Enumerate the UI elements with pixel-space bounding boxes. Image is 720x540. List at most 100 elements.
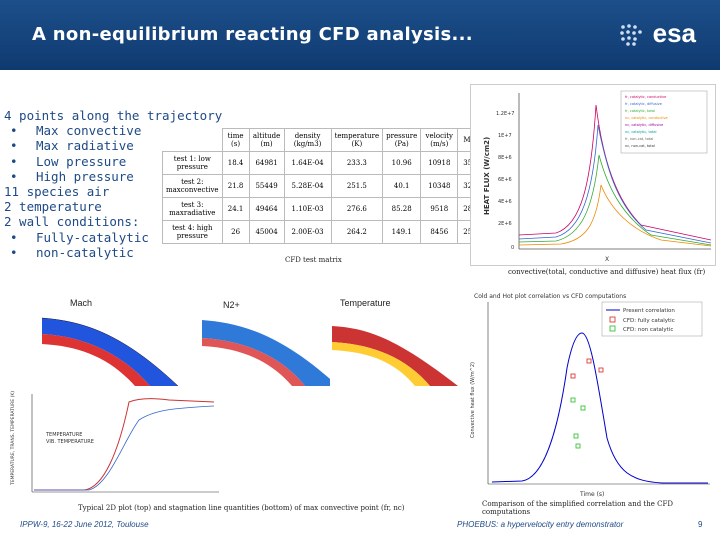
cfd-point-noncatalytic: [570, 397, 576, 403]
mach-contour-chart: [41, 317, 179, 387]
table-cell: 40.1: [382, 174, 422, 198]
comp-x-label: Time (s): [579, 491, 604, 498]
table-cell: 276.6: [330, 197, 384, 221]
esa-logo-text: esa: [652, 18, 696, 48]
temp-band: [332, 326, 458, 386]
comp-y-label: Convective heat flux (W/m^2): [470, 362, 476, 438]
table-cell: 10918: [420, 151, 459, 175]
footer-center: PHOEBUS: a hypervelocity entry demonstra…: [457, 520, 624, 529]
footer-left: IPPW-9, 16-22 June 2012, Toulouse: [20, 520, 149, 529]
bottom-right-caption: Comparison of the simplified correlation…: [482, 500, 673, 516]
y-tick-label: 6E+6: [498, 177, 512, 183]
stag-y-label: TEMPERATURE, TRANS. TEMPERATURE (K): [10, 391, 16, 486]
row-label: test 4: high pressure: [162, 220, 223, 244]
y-tick-label: 4E+6: [498, 199, 512, 205]
table-cell: 49464: [248, 197, 285, 221]
cfd-point-noncatalytic: [580, 405, 586, 411]
bullet-item: Max radiative: [4, 138, 222, 153]
legend-entry: fr, catalytic, conductive: [625, 95, 666, 99]
comparison-title: Cold and Hot plot correlation vs CFD com…: [474, 293, 626, 300]
table-cell: 251.5: [330, 174, 384, 198]
y-tick-label: 2E+6: [498, 221, 512, 227]
table-row: test 3: maxradiative 24.1 49464 1.10E-03…: [162, 197, 490, 221]
n2-contour-plot: [200, 296, 340, 386]
table-cell: 8456: [420, 220, 459, 244]
heat-flux-chart: fr, catalytic, conductive fr, catalytic,…: [483, 90, 712, 263]
comp-legend-square-icon: [609, 325, 616, 332]
table-cell: 18.4: [221, 151, 250, 175]
esa-logo-icon: [619, 24, 642, 46]
n2-band: [202, 320, 338, 386]
legend-entry: nc, catalytic, conductive: [625, 116, 668, 120]
cfd-test-matrix-table: time (s) altitude (m) density (kg/m3) te…: [162, 128, 490, 244]
table-row: test 4: high pressure 26 45004 2.00E-03 …: [162, 220, 490, 244]
legend-entry: fr, catalytic, diffusive: [625, 102, 662, 106]
temperature-contour-chart: [332, 326, 458, 386]
legend-entry: nc, catalytic, diffusive: [625, 123, 663, 127]
table-cell: 45004: [248, 220, 285, 244]
temperature-label: Temperature: [340, 298, 391, 308]
comp-legend: [601, 301, 703, 337]
table-cell: 1.64E-04: [283, 151, 332, 175]
row-label: test 2: maxconvective: [162, 174, 223, 198]
col-velocity: velocity (m/s): [420, 128, 459, 152]
heat-flux-x-label: X: [605, 256, 609, 263]
bullet-item: High pressure: [4, 169, 222, 184]
stagnation-line-plot: TEMPERATURE VIB. TEMPERATURE TEMPERATURE…: [4, 390, 224, 500]
table-cell: 1.10E-03: [283, 197, 332, 221]
stag-vib-temperature-curve: [34, 405, 215, 491]
col-pressure: pressure (Pa): [382, 128, 422, 152]
table-cell: 264.2: [330, 220, 384, 244]
comparison-plot: Cold and Hot plot correlation vs CFD com…: [462, 288, 714, 498]
mach-band: [42, 318, 178, 386]
stag-legend-entry: VIB. TEMPERATURE: [46, 439, 94, 445]
bullet-item: Fully-catalytic: [4, 230, 222, 245]
temperature-contour-plot: [330, 296, 460, 386]
cfd-point-noncatalytic: [573, 433, 579, 439]
bullet-item: Max convective: [4, 123, 222, 138]
comparison-chart: Cold and Hot plot correlation vs CFD com…: [470, 293, 710, 498]
comp-legend-entry: Present correlation: [623, 308, 675, 314]
comp-correlation-curve: [491, 332, 708, 484]
cfd-point-catalytic: [570, 373, 576, 379]
mach-label: Mach: [70, 298, 93, 308]
slide-title: A non-equilibrium reacting CFD analysis.…: [32, 24, 473, 45]
comp-legend-entry: CFD: non catalytic: [623, 327, 673, 333]
y-tick-label: 1.2E+7: [496, 111, 514, 117]
table-corner: [163, 129, 223, 152]
y-tick-label: 8E+6: [498, 155, 512, 161]
esa-logo: esa: [619, 18, 696, 49]
row-label: test 3: maxradiative: [162, 197, 223, 221]
heat-flux-legend: [620, 90, 708, 154]
table-row: test 1: low pressure 18.4 64981 1.64E-04…: [162, 151, 490, 175]
legend-entry: fr, catalytic, total: [625, 109, 655, 113]
stagnation-line-chart: TEMPERATURE VIB. TEMPERATURE TEMPERATURE…: [10, 391, 219, 493]
legend-entry: fr, non-cat, total: [625, 137, 653, 141]
bullet-item: non-catalytic: [4, 245, 222, 260]
bullet-item: Low pressure: [4, 154, 222, 169]
table-cell: 5.28E-04: [283, 174, 332, 198]
comp-legend-square-icon: [609, 316, 616, 323]
stag-legend-entry: TEMPERATURE: [45, 432, 82, 438]
page-number: 9: [698, 520, 703, 529]
table-cell: 21.8: [221, 174, 250, 198]
table-cell: 64981: [248, 151, 285, 175]
table-cell: 55449: [248, 174, 285, 198]
bullet-heading: 4 points along the trajectory: [4, 108, 223, 123]
cfd-point-catalytic: [586, 358, 592, 364]
heat-flux-series: [518, 124, 712, 244]
temp-band: [332, 342, 430, 386]
mach-shock-line: [41, 317, 179, 387]
table-cell: 10.96: [382, 151, 422, 175]
table-cell: 85.28: [382, 197, 422, 221]
heat-flux-series: [518, 183, 712, 247]
stag-temperature-curve: [34, 398, 215, 491]
bullet-line: 11 species air: [4, 184, 110, 200]
heat-flux-series: [518, 154, 712, 246]
table-header-row: time (s) altitude (m) density (kg/m3) te…: [163, 128, 490, 152]
comp-legend-entry: CFD: fully catalytic: [623, 318, 675, 324]
table-cell: 26: [221, 220, 250, 244]
heat-flux-caption: convective(total, conductive and diffusi…: [508, 268, 706, 276]
header-bar: A non-equilibrium reacting CFD analysis.…: [0, 0, 720, 70]
y-tick-label: 1E+7: [498, 133, 512, 139]
